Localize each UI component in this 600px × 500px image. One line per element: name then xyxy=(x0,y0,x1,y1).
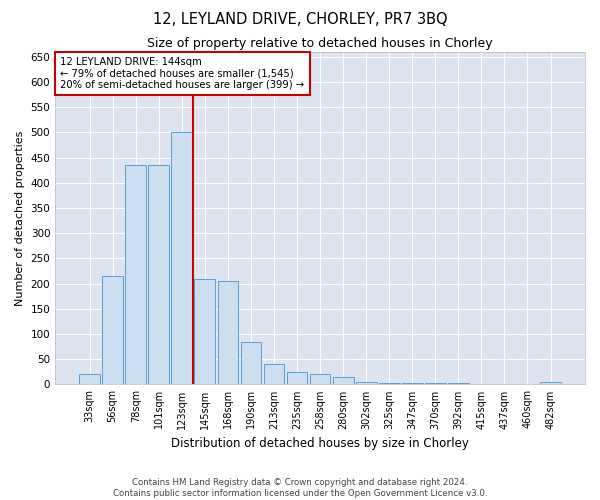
Bar xyxy=(263,364,284,384)
Bar xyxy=(218,281,238,384)
Bar xyxy=(102,276,123,384)
Bar xyxy=(194,278,215,384)
Y-axis label: Number of detached properties: Number of detached properties xyxy=(15,130,25,306)
Bar xyxy=(172,132,192,384)
X-axis label: Distribution of detached houses by size in Chorley: Distribution of detached houses by size … xyxy=(171,437,469,450)
Bar xyxy=(125,165,146,384)
Bar xyxy=(356,382,377,384)
Bar xyxy=(540,382,561,384)
Bar xyxy=(333,377,353,384)
Text: 12, LEYLAND DRIVE, CHORLEY, PR7 3BQ: 12, LEYLAND DRIVE, CHORLEY, PR7 3BQ xyxy=(152,12,448,28)
Bar xyxy=(287,372,307,384)
Bar xyxy=(241,342,262,384)
Bar xyxy=(310,374,331,384)
Title: Size of property relative to detached houses in Chorley: Size of property relative to detached ho… xyxy=(147,38,493,51)
Bar xyxy=(148,165,169,384)
Text: Contains HM Land Registry data © Crown copyright and database right 2024.
Contai: Contains HM Land Registry data © Crown c… xyxy=(113,478,487,498)
Bar xyxy=(79,374,100,384)
Text: 12 LEYLAND DRIVE: 144sqm
← 79% of detached houses are smaller (1,545)
20% of sem: 12 LEYLAND DRIVE: 144sqm ← 79% of detach… xyxy=(61,56,305,90)
